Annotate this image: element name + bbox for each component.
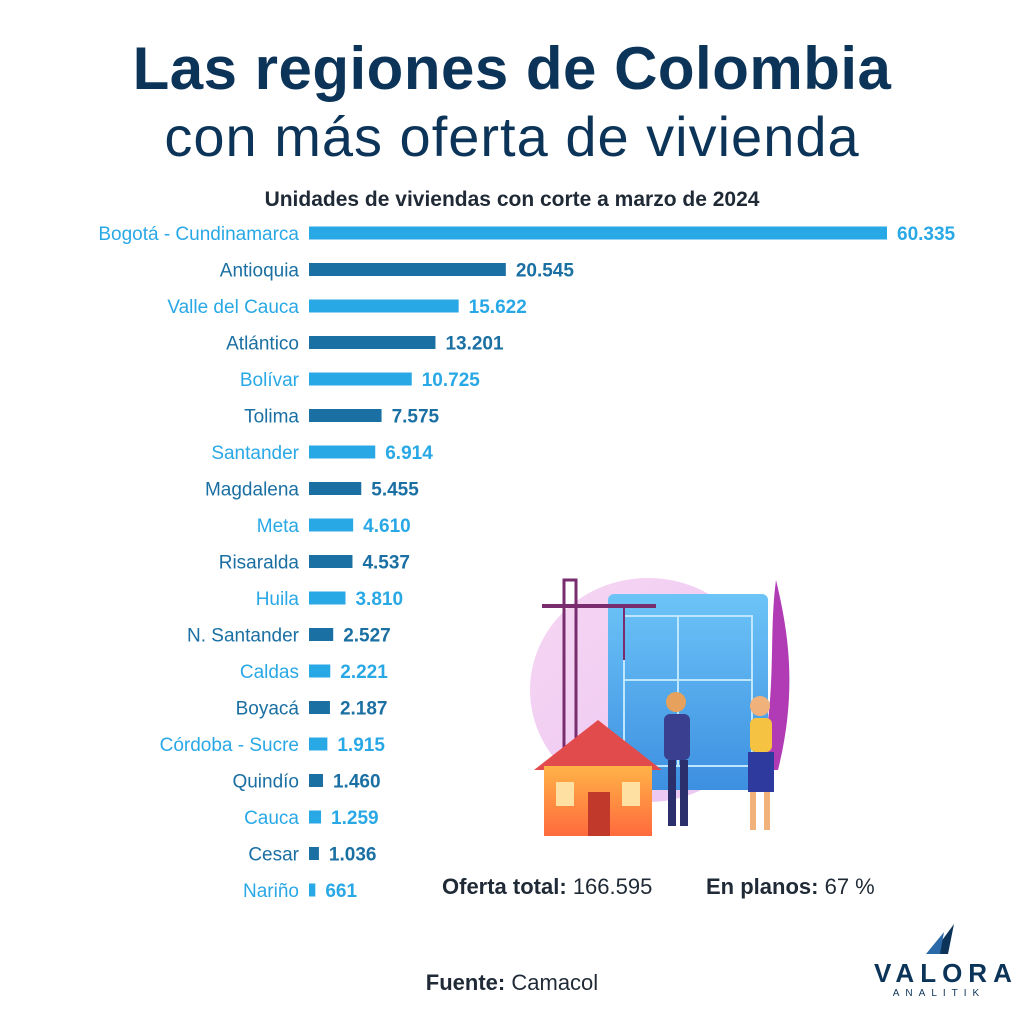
- value-label: 20.545: [516, 261, 575, 282]
- logo-wordmark: VALORA: [874, 958, 1018, 988]
- category-label: Boyacá: [236, 699, 300, 720]
- bar: [309, 482, 362, 495]
- bar: [309, 883, 316, 897]
- category-label: Bogotá - Cundinamarca: [98, 224, 299, 245]
- logo-mark-icon: [926, 924, 954, 954]
- page-subtitle: con más oferta de vivienda: [164, 105, 860, 168]
- bar: [309, 701, 330, 714]
- category-label: Meta: [257, 516, 300, 537]
- value-label: 13.201: [445, 334, 504, 355]
- value-label: 6.914: [385, 443, 433, 464]
- value-label: 1.460: [333, 772, 381, 793]
- bar: [309, 518, 354, 532]
- value-label: 2.527: [343, 626, 391, 647]
- source-note: Fuente: Camacol: [0, 970, 1024, 996]
- logo-subtitle: ANALITIK: [892, 988, 986, 999]
- plans-share: En planos: 67 %: [706, 874, 875, 900]
- value-label: 5.455: [371, 480, 419, 501]
- bar: [309, 263, 506, 276]
- category-label: Caldas: [240, 662, 299, 683]
- value-label: 2.187: [340, 699, 388, 720]
- category-label: Huila: [256, 589, 300, 610]
- total-offer-value: 166.595: [572, 874, 653, 899]
- category-label: Valle del Cauca: [167, 297, 299, 318]
- category-label: Tolima: [244, 407, 299, 428]
- bar: [309, 299, 459, 313]
- category-label: N. Santander: [187, 626, 300, 647]
- chart-title: Unidades de viviendas con corte a marzo …: [264, 188, 760, 211]
- category-label: Quindío: [232, 772, 299, 793]
- category-label: Atlántico: [226, 334, 299, 355]
- value-label: 661: [325, 881, 357, 902]
- bar: [309, 555, 353, 568]
- value-label: 2.221: [340, 662, 388, 683]
- category-label: Magdalena: [205, 480, 299, 501]
- bar: [309, 226, 887, 240]
- bar: [309, 847, 319, 860]
- category-label: Cauca: [244, 808, 299, 829]
- page-title: Las regiones de Colombia: [132, 35, 892, 102]
- category-label: Cesar: [248, 845, 299, 866]
- source-value: Camacol: [511, 970, 599, 995]
- value-label: 1.915: [337, 735, 385, 756]
- bar: [309, 737, 328, 751]
- bar: [309, 664, 331, 678]
- bar-chart: Bogotá - Cundinamarca 60.335 Antioquia 20.5…: [98, 224, 956, 902]
- total-offer: Oferta total: 166.595: [442, 874, 652, 900]
- value-label: 7.575: [392, 407, 440, 428]
- valora-analitik-logo: VALORA ANALITIK: [874, 922, 1018, 1002]
- bar: [309, 409, 382, 422]
- total-offer-label: Oferta total:: [442, 874, 567, 899]
- bar: [309, 810, 322, 824]
- source-label: Fuente:: [425, 970, 506, 995]
- category-label: Antioquia: [220, 261, 300, 282]
- bar: [309, 445, 376, 459]
- value-label: 4.537: [362, 553, 410, 574]
- bar: [309, 774, 323, 787]
- value-label: 4.610: [363, 516, 411, 537]
- category-label: Risaralda: [219, 553, 300, 574]
- value-label: 60.335: [897, 224, 956, 245]
- category-label: Córdoba - Sucre: [160, 735, 299, 756]
- value-label: 1.259: [331, 808, 379, 829]
- construction-architects-illustration: [530, 578, 790, 836]
- plans-share-label: En planos:: [706, 874, 819, 899]
- category-label: Bolívar: [240, 370, 300, 391]
- bar: [309, 591, 346, 605]
- bar: [309, 372, 412, 386]
- plans-share-value: 67 %: [824, 874, 875, 899]
- bar: [309, 628, 334, 641]
- bar: [309, 336, 436, 349]
- category-label: Santander: [211, 443, 299, 464]
- value-label: 10.725: [422, 370, 481, 391]
- value-label: 1.036: [329, 845, 377, 866]
- category-label: Nariño: [243, 881, 299, 902]
- value-label: 15.622: [469, 297, 527, 318]
- value-label: 3.810: [355, 589, 403, 610]
